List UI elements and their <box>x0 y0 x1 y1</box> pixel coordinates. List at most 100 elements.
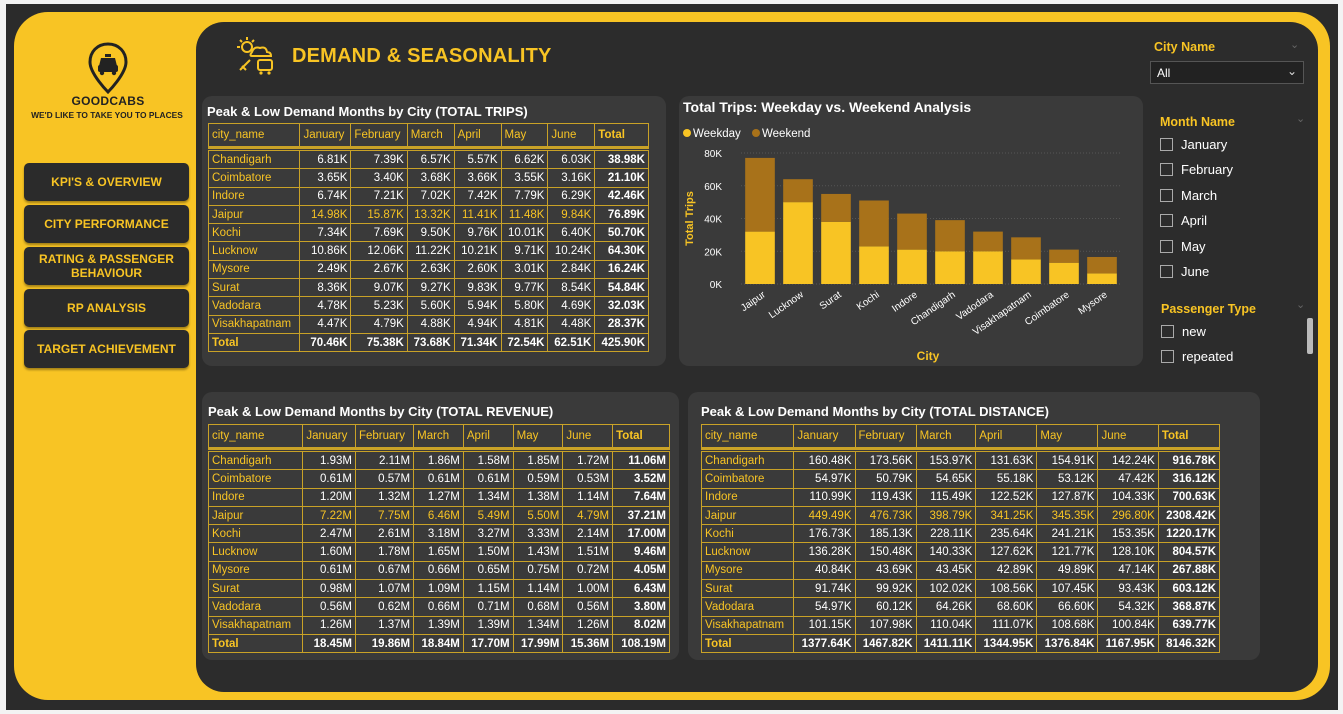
bar-weekend[interactable] <box>897 213 927 250</box>
column-header[interactable]: Total <box>1157 424 1221 450</box>
bar-weekday[interactable] <box>935 251 965 284</box>
column-header[interactable]: May <box>500 123 549 149</box>
bar-weekend[interactable] <box>783 179 813 203</box>
bar-weekend[interactable] <box>973 231 1003 252</box>
column-header[interactable]: June <box>562 424 614 450</box>
checkbox[interactable] <box>1161 350 1174 363</box>
table-row: Kochi 176.73K 185.13K 228.11K 235.64K 241.21K… <box>700 524 1221 544</box>
column-header[interactable]: April <box>975 424 1038 450</box>
column-header[interactable]: March <box>413 424 464 450</box>
checkbox[interactable] <box>1160 163 1173 177</box>
filter-option[interactable]: February <box>1160 162 1233 177</box>
bar-weekday[interactable] <box>973 251 1003 284</box>
column-header[interactable]: April <box>453 123 502 149</box>
nav-kpis-overview[interactable]: KPI'S & OVERVIEW <box>24 163 189 201</box>
bar-weekend[interactable] <box>1087 256 1117 274</box>
table-header-row: city_name January February March April May Jun… <box>207 123 649 149</box>
filter-option[interactable]: April <box>1160 213 1207 228</box>
bar-weekday[interactable] <box>783 202 813 284</box>
table-cell: 100.84K <box>1097 615 1159 635</box>
column-header[interactable]: city_name <box>207 424 304 450</box>
nav-target-achievement[interactable]: TARGET ACHIEVEMENT <box>24 330 189 368</box>
column-header[interactable]: Total <box>612 424 670 450</box>
chevron-down-icon[interactable]: ⌄ <box>1296 113 1306 125</box>
nav-city-performance[interactable]: CITY PERFORMANCE <box>24 205 189 243</box>
table-cell: 54.97K <box>793 469 856 489</box>
table-cell: 1.20M <box>302 487 356 507</box>
bar-weekday[interactable] <box>859 246 889 284</box>
bar-weekday[interactable] <box>897 249 927 284</box>
bar-weekday[interactable] <box>1049 262 1079 284</box>
filter-option[interactable]: repeated <box>1161 349 1233 364</box>
bar-weekday[interactable] <box>821 221 851 284</box>
column-header[interactable]: March <box>406 123 455 149</box>
table-cell: 66.60K <box>1036 597 1099 617</box>
checkbox[interactable] <box>1160 265 1173 278</box>
nav-rp-analysis[interactable]: RP ANALYSIS <box>24 289 189 327</box>
city-dropdown[interactable]: All ⌄ <box>1150 61 1304 84</box>
nav-rating-passenger-behaviour[interactable]: RATING & PASSENGER BEHAVIOUR <box>24 247 189 285</box>
filter-option[interactable]: new <box>1161 324 1206 339</box>
bar-weekday[interactable] <box>1087 273 1117 284</box>
column-header[interactable]: January <box>793 424 856 450</box>
table-cell: 1.37M <box>354 615 415 635</box>
table-cell: 6.40K <box>547 223 596 243</box>
legend-marker <box>752 129 760 137</box>
checkbox[interactable] <box>1160 138 1173 151</box>
total-cell: 18.84M <box>413 633 464 654</box>
chevron-down-icon[interactable]: ⌄ <box>1296 299 1306 311</box>
column-header[interactable]: city_name <box>700 424 795 450</box>
column-header[interactable]: April <box>462 424 514 450</box>
column-header[interactable]: March <box>915 424 977 450</box>
legend-label[interactable]: Weekday <box>693 128 741 140</box>
checkbox[interactable] <box>1160 239 1173 253</box>
table-cell: 341.25K <box>975 505 1038 526</box>
table-cell: 4.88K <box>406 314 455 334</box>
table-cell: 107.45K <box>1036 579 1099 599</box>
bar-weekday[interactable] <box>745 231 775 284</box>
checkbox[interactable] <box>1160 214 1173 228</box>
filter-option[interactable]: June <box>1160 264 1209 279</box>
column-header[interactable]: February <box>350 123 408 149</box>
bar-weekend[interactable] <box>859 200 889 247</box>
bar-weekend[interactable] <box>935 220 965 252</box>
chart-title: Total Trips: Weekday vs. Weekend Analysi… <box>683 99 972 115</box>
table-cell: 10.01K <box>500 223 549 243</box>
column-header[interactable]: January <box>299 123 352 149</box>
table-cell: 5.50M <box>512 505 564 526</box>
table-cell: 9.76K <box>453 223 502 243</box>
table-cell: 1.32M <box>354 487 415 507</box>
bar-weekend[interactable] <box>1049 249 1079 263</box>
column-header[interactable]: June <box>547 123 596 149</box>
filter-option[interactable]: May <box>1160 239 1206 254</box>
chevron-down-icon: ⌄ <box>1286 64 1297 78</box>
bar-weekend[interactable] <box>1011 237 1041 260</box>
table-row: Visakhapatnam 1.26M 1.37M 1.39M 1.39M 1.34M 1.… <box>207 615 670 635</box>
column-header[interactable]: May <box>512 424 564 450</box>
filter-scrollbar[interactable] <box>1307 318 1313 354</box>
column-header[interactable]: February <box>854 424 917 450</box>
checkbox[interactable] <box>1161 325 1174 338</box>
legend-label[interactable]: Weekend <box>762 128 810 140</box>
column-header[interactable]: Total <box>594 123 649 149</box>
column-header[interactable]: January <box>302 424 356 450</box>
column-header[interactable]: February <box>354 424 415 450</box>
total-cell: Total <box>207 332 301 353</box>
table-cell: 398.79K <box>915 505 977 526</box>
column-header[interactable]: June <box>1097 424 1159 450</box>
filter-option[interactable]: March <box>1160 188 1217 203</box>
table-cell: 173.56K <box>854 450 917 471</box>
table-cell: 160.48K <box>793 450 856 471</box>
chevron-down-icon[interactable]: ⌄ <box>1290 39 1300 51</box>
checkbox[interactable] <box>1160 188 1173 202</box>
column-header[interactable]: May <box>1036 424 1099 450</box>
filter-option[interactable]: January <box>1160 137 1227 152</box>
column-header[interactable]: city_name <box>207 123 301 149</box>
bar-weekend[interactable] <box>821 193 851 222</box>
table-cell: 4.78K <box>299 296 352 316</box>
bar-weekday[interactable] <box>1011 259 1041 284</box>
city-dropdown-value: All <box>1157 66 1171 80</box>
total-cell: 1167.95K <box>1097 633 1159 654</box>
table-cell: 110.04K <box>915 615 977 635</box>
bar-weekend[interactable] <box>745 157 775 232</box>
